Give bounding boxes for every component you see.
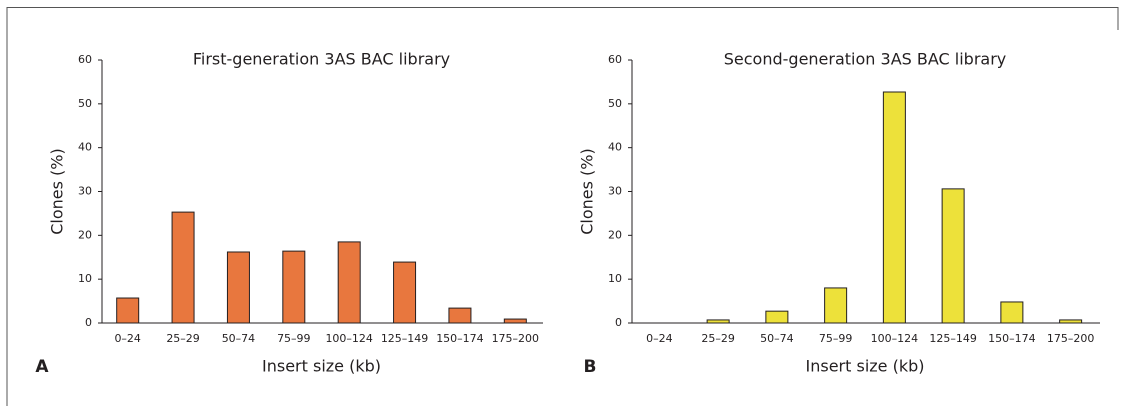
- x-tick-label: 150–174: [436, 332, 484, 345]
- bar: [882, 91, 906, 324]
- x-axis-title: Insert size (kb): [806, 357, 925, 376]
- y-tick-label: 50: [608, 97, 622, 110]
- x-tick-label: 100–124: [325, 332, 373, 345]
- x-tick-label: 175–200: [492, 332, 540, 345]
- bar: [706, 319, 730, 324]
- y-tick-label: 60: [608, 53, 622, 66]
- bar: [116, 297, 140, 324]
- panel-label: B: [584, 357, 597, 377]
- x-tick-label: 0–24: [646, 332, 673, 345]
- y-tick-label: 20: [78, 228, 92, 241]
- y-axis-title: Clones (%): [48, 148, 67, 235]
- y-tick-label: 40: [608, 141, 622, 154]
- x-tick-label: 75–99: [819, 332, 853, 345]
- bar: [941, 188, 965, 324]
- y-tick-label: 10: [78, 272, 92, 285]
- chart-title: Second-generation 3AS BAC library: [724, 50, 1007, 69]
- bar: [393, 261, 417, 324]
- x-tick-label: 0–24: [114, 332, 141, 345]
- x-axis-title: Insert size (kb): [262, 357, 381, 376]
- y-tick-label: 10: [608, 272, 622, 285]
- y-axis-title: Clones (%): [578, 148, 597, 235]
- bar: [226, 251, 250, 324]
- panel-label: A: [35, 357, 49, 377]
- chart-title: First-generation 3AS BAC library: [193, 50, 450, 69]
- x-tick-label: 50–74: [760, 332, 794, 345]
- bar: [824, 287, 848, 324]
- x-tick-label: 125–149: [381, 332, 429, 345]
- bar: [171, 211, 195, 324]
- frame: [6, 7, 1119, 406]
- y-tick-label: 0: [615, 316, 622, 329]
- x-tick-label: 50–74: [222, 332, 256, 345]
- y-tick-label: 50: [78, 97, 92, 110]
- y-tick-label: 60: [78, 53, 92, 66]
- x-tick-label: 125–149: [929, 332, 977, 345]
- x-tick-label: 150–174: [988, 332, 1036, 345]
- bar: [503, 318, 527, 324]
- y-tick-label: 40: [78, 141, 92, 154]
- x-tick-label: 25–29: [701, 332, 735, 345]
- y-tick-label: 30: [608, 185, 622, 198]
- bar: [765, 310, 789, 324]
- y-tick-label: 30: [78, 185, 92, 198]
- bar: [337, 241, 361, 324]
- x-tick-label: 75–99: [277, 332, 311, 345]
- x-tick-label: 175–200: [1047, 332, 1095, 345]
- bar: [1000, 301, 1024, 324]
- bar: [282, 250, 306, 324]
- bar: [1059, 319, 1083, 324]
- y-tick-label: 20: [608, 228, 622, 241]
- y-tick-label: 0: [85, 316, 92, 329]
- x-tick-label: 100–124: [871, 332, 919, 345]
- bar: [448, 307, 472, 324]
- x-tick-label: 25–29: [166, 332, 200, 345]
